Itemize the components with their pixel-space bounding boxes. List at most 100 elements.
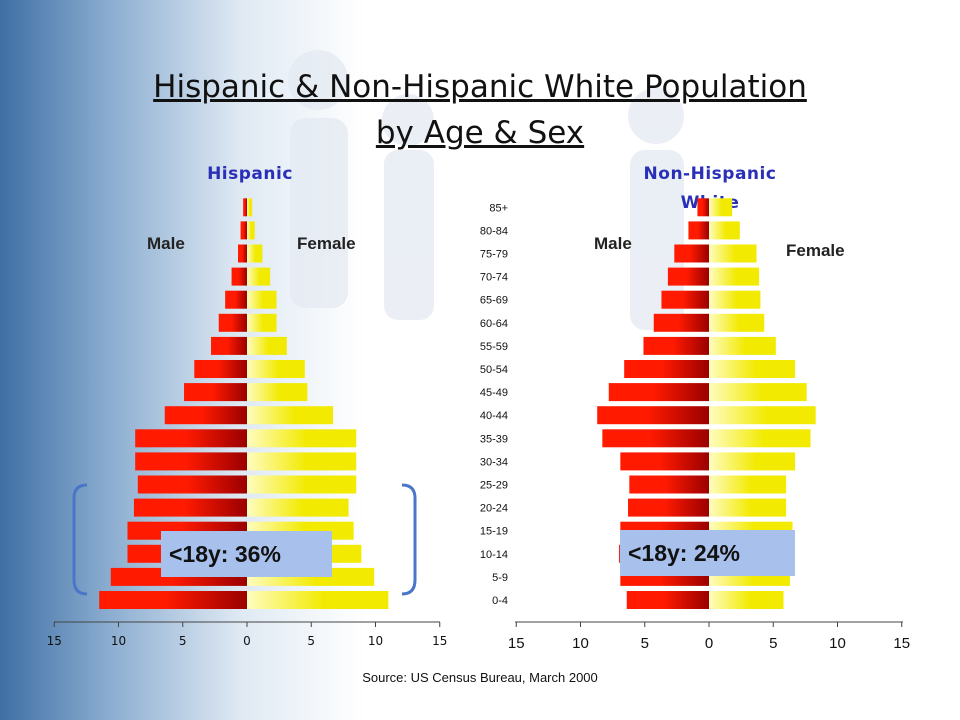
x-tick-label: 15	[508, 635, 525, 652]
male-bar	[643, 336, 709, 355]
x-tick-label: 10	[829, 635, 846, 652]
male-label-hispanic: Male	[147, 234, 185, 253]
age-group-label: 55-59	[480, 341, 508, 353]
x-tick-label: 15	[432, 634, 447, 648]
age-group-label: 65-69	[480, 295, 508, 307]
age-group-label: 25-29	[480, 480, 508, 492]
female-bar	[247, 591, 389, 609]
x-tick-label: 5	[769, 635, 777, 652]
age-group-label: 0-4	[492, 595, 508, 607]
x-tick-label: 15	[893, 635, 910, 652]
male-bar	[243, 198, 247, 217]
female-bar	[709, 452, 796, 471]
male-bar	[238, 244, 247, 263]
x-tick-label: 10	[111, 634, 126, 648]
female-bar	[247, 383, 308, 402]
female-bar	[709, 267, 760, 286]
female-bar	[247, 313, 277, 332]
female-bar	[709, 336, 776, 355]
chart-title-line-2: by Age & Sex	[375, 115, 585, 151]
x-tick-label: 0	[243, 634, 251, 648]
male-bar	[240, 221, 247, 240]
male-bar	[661, 290, 709, 309]
bracket-left	[72, 483, 88, 596]
female-bar	[247, 267, 271, 286]
bracket-right	[401, 483, 417, 596]
male-bar	[674, 244, 709, 263]
female-bar	[247, 475, 357, 494]
female-bar	[709, 360, 796, 378]
age-group-label: 60-64	[480, 318, 508, 330]
male-bar	[697, 198, 709, 217]
female-bar	[709, 198, 733, 217]
male-label-non-hispanic: Male	[594, 234, 632, 253]
female-label-non-hispanic: Female	[786, 241, 845, 260]
age-group-label: 15-19	[480, 526, 508, 538]
x-tick-label: 10	[368, 634, 383, 648]
male-bar	[164, 406, 247, 425]
male-bar	[133, 498, 247, 517]
female-bar	[709, 591, 784, 609]
male-bar	[628, 498, 709, 517]
male-bar	[135, 452, 247, 471]
female-bar	[247, 498, 349, 517]
age-group-label: 5-9	[492, 572, 508, 584]
age-group-label: 80-84	[480, 225, 508, 237]
age-group-label: 75-79	[480, 249, 508, 261]
male-bar	[184, 383, 247, 402]
age-group-label: 30-34	[480, 456, 508, 468]
callout-under-18-hispanic: <18y: 36%	[161, 531, 332, 577]
male-bar	[218, 313, 247, 332]
male-bar	[629, 475, 709, 494]
x-tick-label: 5	[179, 634, 187, 648]
female-label-hispanic: Female	[297, 234, 356, 253]
female-bar	[709, 429, 811, 448]
male-bar	[211, 336, 247, 355]
x-tick-label: 5	[307, 634, 315, 648]
male-bar	[194, 360, 247, 378]
age-group-label: 45-49	[480, 387, 508, 399]
female-bar	[247, 429, 357, 448]
x-tick-label: 15	[47, 634, 62, 648]
female-bar	[247, 244, 263, 263]
female-bar	[247, 360, 305, 378]
male-bar	[626, 591, 709, 609]
male-bar	[137, 475, 247, 494]
female-bar	[709, 221, 740, 240]
female-bar	[247, 406, 334, 425]
chart-title-line-1: Hispanic & Non-Hispanic White Population	[153, 69, 807, 105]
age-group-label: 40-44	[480, 410, 508, 422]
female-bar	[709, 406, 816, 425]
female-bar	[709, 475, 787, 494]
panel-title-hispanic: Hispanic	[207, 164, 293, 184]
age-group-label: 20-24	[480, 503, 508, 515]
male-bar	[667, 267, 709, 286]
male-bar	[602, 429, 709, 448]
male-bar	[688, 221, 709, 240]
male-bar	[624, 360, 709, 378]
age-group-label: 50-54	[480, 364, 508, 376]
male-bar	[608, 383, 709, 402]
age-group-label: 70-74	[480, 272, 508, 284]
male-bar	[597, 406, 709, 425]
callout-under-18-non-hispanic: <18y: 24%	[620, 530, 795, 576]
female-bar	[709, 313, 765, 332]
female-bar	[709, 244, 757, 263]
female-bar	[247, 336, 287, 355]
male-bar	[135, 429, 247, 448]
female-bar	[709, 498, 787, 517]
x-tick-label: 5	[641, 635, 649, 652]
x-tick-label: 0	[705, 635, 713, 652]
male-bar	[620, 452, 709, 471]
male-bar	[653, 313, 709, 332]
x-tick-label: 10	[572, 635, 589, 652]
male-bar	[99, 591, 247, 609]
female-bar	[247, 198, 253, 217]
age-group-label: 35-39	[480, 433, 508, 445]
age-group-label: 85+	[489, 202, 508, 214]
age-group-label: 10-14	[480, 549, 508, 561]
female-bar	[247, 290, 277, 309]
female-bar	[709, 383, 807, 402]
source-note: Source: US Census Bureau, March 2000	[362, 670, 598, 685]
